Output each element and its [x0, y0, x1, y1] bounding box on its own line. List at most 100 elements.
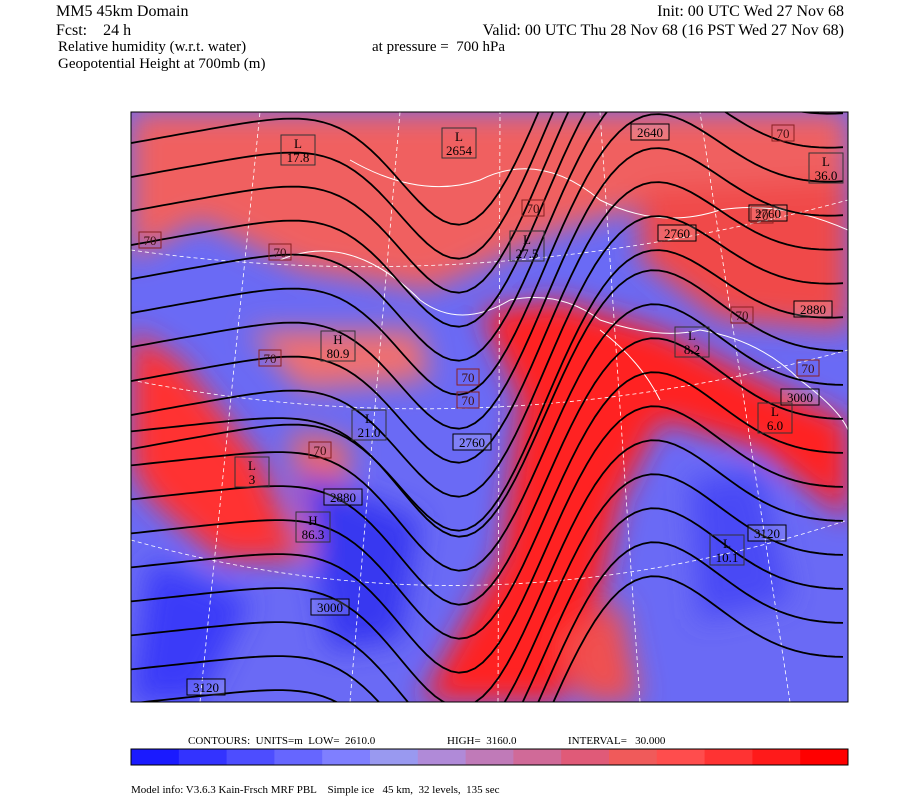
contour-line [131, 439, 844, 702]
coastlines [279, 159, 848, 431]
rh-label: 70 [802, 361, 815, 376]
center-symbol: H [308, 513, 317, 528]
colorbar [130, 748, 849, 766]
center-value: 86.3 [302, 527, 325, 542]
height-label-box [310, 598, 350, 616]
center-box [674, 326, 710, 358]
height-label-box [793, 300, 833, 318]
center-symbol: L [294, 136, 302, 151]
contour-line [131, 269, 844, 538]
rh-label-box [456, 391, 480, 409]
lat-lon-grid [131, 112, 848, 702]
colorbar-swatch [322, 749, 371, 765]
center-box [509, 230, 545, 262]
center-value: 10.1 [716, 550, 739, 565]
field-name-2: Geopotential Height at 700mb (m) [58, 56, 265, 72]
center-symbol: L [523, 232, 531, 247]
rh-label: 70 [314, 443, 327, 458]
colorbar-swatch [226, 749, 275, 765]
center-value: 3 [249, 472, 256, 487]
map-area [131, 112, 848, 702]
colorbar-swatch [370, 749, 419, 765]
height-label-box [323, 488, 363, 506]
rh-label-box [796, 359, 820, 377]
contour-line [131, 181, 844, 464]
height-label: 2760 [755, 206, 781, 221]
colorbar-swatch [752, 749, 801, 765]
center-value: 6.0 [767, 418, 783, 433]
contour-line [552, 575, 844, 702]
rh-label-box [138, 231, 162, 249]
colorbar-interval: INTERVAL= 30.000 [568, 735, 666, 747]
center-box [351, 409, 387, 441]
rh-label-box [521, 199, 545, 217]
rh-label-box [258, 349, 282, 367]
center-value: 2654 [446, 143, 473, 158]
height-label-box [452, 433, 492, 451]
colorbar-frame [130, 748, 849, 766]
contour-line [131, 249, 844, 532]
contour-line [131, 507, 844, 702]
colorbar-contours: CONTOURS: UNITS=m LOW= 2610.0 [188, 735, 376, 747]
height-label: 3120 [754, 526, 780, 541]
contour-line [131, 147, 844, 430]
center-symbol: L [688, 328, 696, 343]
colorbar-swatch [274, 749, 323, 765]
colorbar-swatch [800, 749, 849, 765]
height-label-box [748, 204, 788, 222]
contour-line [131, 112, 844, 362]
rh-label: 70 [274, 245, 287, 260]
colorbar-swatch [131, 749, 180, 765]
map-frame [130, 111, 849, 703]
rh-label: 70 [736, 308, 749, 323]
colorbar-swatch [609, 749, 658, 765]
height-label: 2880 [800, 302, 826, 317]
rh-label: 70 [462, 393, 475, 408]
colorbar-swatch [417, 749, 467, 765]
height-label: 2760 [459, 435, 485, 450]
height-label-box [630, 123, 670, 141]
height-label: 3120 [193, 680, 219, 695]
colorbar-swatch [178, 749, 228, 765]
height-label-box [657, 224, 697, 242]
center-symbol: L [248, 458, 256, 473]
center-value: 36.0 [815, 168, 838, 183]
height-label-box [747, 524, 787, 542]
forecast-hour: Fcst: 24 h [56, 22, 131, 39]
center-box [280, 134, 316, 166]
contour-line [131, 371, 844, 640]
pressure-level: at pressure = 700 hPa [372, 39, 505, 55]
rh-label: 70 [756, 208, 769, 223]
rh-label: 70 [462, 370, 475, 385]
height-label: 3000 [787, 390, 813, 405]
center-value: 80.9 [327, 346, 350, 361]
center-symbol: L [723, 536, 731, 551]
colorbar-swatch [513, 749, 562, 765]
center-symbol: L [822, 154, 830, 169]
rh-label-box [308, 441, 332, 459]
contour-line [131, 303, 844, 572]
valid-time: Valid: 00 UTC Thu 28 Nov 68 (16 PST Wed … [483, 22, 844, 39]
colorbar-high: HIGH= 3160.0 [447, 735, 517, 747]
rh-label-box [456, 368, 480, 386]
contour-line [131, 405, 844, 674]
colorbar-swatch [656, 749, 706, 765]
center-box [808, 152, 844, 184]
center-symbol: H [333, 332, 342, 347]
height-label: 3000 [317, 600, 343, 615]
contour-line [131, 473, 844, 702]
contour-line [135, 541, 844, 702]
rh-label-box [771, 124, 795, 142]
height-contours [131, 112, 844, 702]
rh-label-box [750, 206, 774, 224]
center-box [320, 330, 356, 362]
center-value: 21.0 [358, 425, 381, 440]
init-time: Init: 00 UTC Wed 27 Nov 68 [657, 3, 844, 20]
contour-line [131, 112, 844, 328]
height-label: 2880 [330, 490, 356, 505]
center-box [234, 456, 270, 488]
footer: Model info: V3.6.3 Kain-Frsch MRF PBL Si… [131, 784, 500, 796]
height-label: 2760 [664, 226, 690, 241]
